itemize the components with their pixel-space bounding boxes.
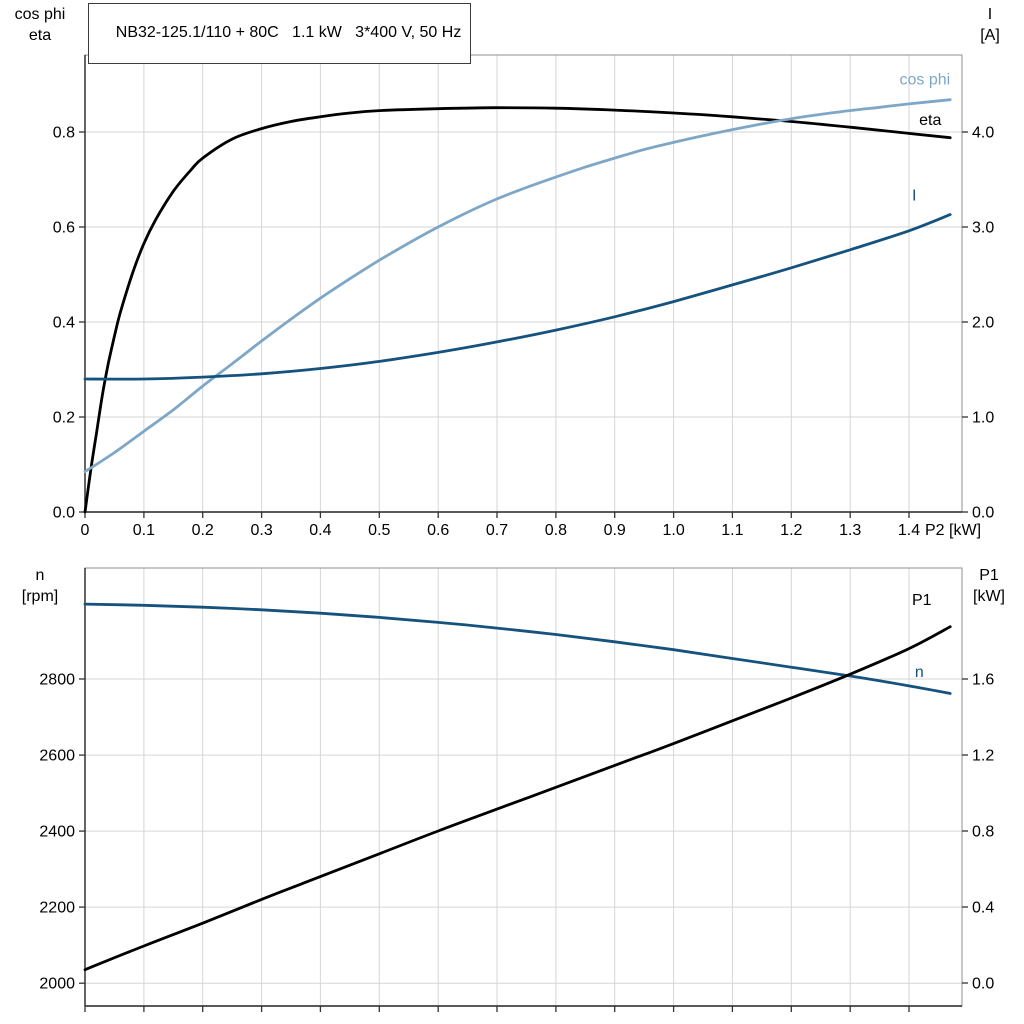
x-tick-label: 0.8 xyxy=(545,522,567,539)
chart-title-box: NB32-125.1/110 + 80C 1.1 kW 3*400 V, 50 … xyxy=(88,3,472,64)
axis-title-input-power: P1 [kW] xyxy=(956,565,1022,607)
x-axis-unit-label: P2 [kW] xyxy=(925,522,981,539)
axis-title-rpm-unit: [rpm] xyxy=(21,588,59,605)
right-tick-label: 1.6 xyxy=(972,672,994,689)
axis-title-P1: P1 xyxy=(979,567,999,584)
eta-curve xyxy=(83,106,952,514)
axis-title-n: n xyxy=(35,567,45,584)
right-tick-label: 0.0 xyxy=(972,976,994,993)
axis-title-eta: eta xyxy=(28,27,52,44)
left-tick-label: 2600 xyxy=(39,748,75,765)
x-tick-label: 1.1 xyxy=(721,522,743,539)
speed-n-curve-label: n xyxy=(915,664,924,681)
left-tick-label: 0.8 xyxy=(53,125,75,142)
left-tick-label: 0.2 xyxy=(53,410,75,427)
axis-title-speed: n [rpm] xyxy=(2,565,78,607)
x-tick-label: 0.6 xyxy=(427,522,449,539)
axis-title-cosphi-eta: cos phi eta xyxy=(2,4,78,46)
x-tick-label: 0.7 xyxy=(486,522,508,539)
right-tick-label: 1.2 xyxy=(972,748,994,765)
axis-title-current: I [A] xyxy=(958,4,1022,46)
current-I-curve xyxy=(83,213,952,381)
x-tick-label: 0.3 xyxy=(250,522,272,539)
eta-curve-label: eta xyxy=(919,112,941,129)
x-tick-label: 1.0 xyxy=(662,522,684,539)
left-tick-label: 2000 xyxy=(39,976,75,993)
x-tick-label: 0.1 xyxy=(133,522,155,539)
left-tick-label: 0.6 xyxy=(53,220,75,237)
x-tick-label: 0 xyxy=(81,522,90,539)
right-tick-label: 4.0 xyxy=(972,125,994,142)
right-tick-label: 0.8 xyxy=(972,824,994,841)
axis-title-kw-unit: [kW] xyxy=(973,588,1005,605)
axis-title-I: I xyxy=(987,6,993,23)
x-tick-label: 0.9 xyxy=(604,522,626,539)
x-tick-label: 0.2 xyxy=(192,522,214,539)
right-tick-label: 3.0 xyxy=(972,220,994,237)
left-tick-label: 0.0 xyxy=(53,505,75,522)
right-tick-label: 2.0 xyxy=(972,315,994,332)
right-tick-label: 1.0 xyxy=(972,410,994,427)
input-power-P1-curve xyxy=(83,625,952,972)
right-tick-label: 0.0 xyxy=(972,505,994,522)
x-tick-label: 1.2 xyxy=(780,522,802,539)
x-tick-label: 0.4 xyxy=(309,522,331,539)
left-tick-label: 2400 xyxy=(39,824,75,841)
plot-frame xyxy=(84,567,963,1007)
axis-title-cosphi: cos phi xyxy=(14,6,66,23)
input-power-P1-curve-label: P1 xyxy=(912,592,932,609)
current-I-curve-label: I xyxy=(912,187,916,204)
cos-phi-curve-label: cos phi xyxy=(899,72,950,89)
axis-title-amps-unit: [A] xyxy=(980,27,1000,44)
speed-n-curve xyxy=(83,602,952,695)
x-tick-label: 0.5 xyxy=(368,522,390,539)
x-tick-label: 1.4 xyxy=(898,522,920,539)
left-tick-label: 2200 xyxy=(39,900,75,917)
plot-frame xyxy=(84,54,963,513)
chart-title: NB32-125.1/110 + 80C 1.1 kW 3*400 V, 50 … xyxy=(115,24,462,41)
left-tick-label: 2800 xyxy=(39,672,75,689)
x-tick-label: 1.3 xyxy=(839,522,861,539)
cos-phi-curve xyxy=(83,98,952,473)
right-tick-label: 0.4 xyxy=(972,900,994,917)
left-tick-label: 0.4 xyxy=(53,315,75,332)
